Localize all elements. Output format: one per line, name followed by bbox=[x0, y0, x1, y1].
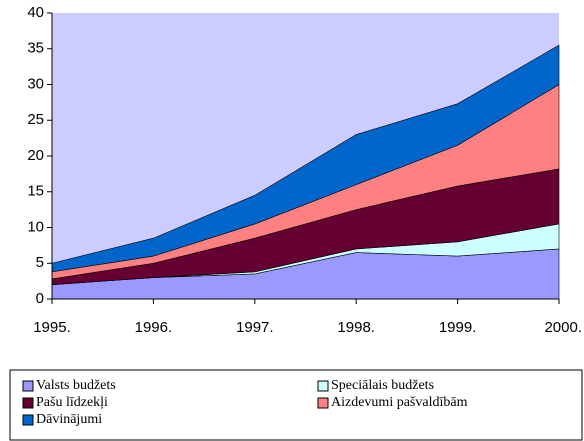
y-tick-label: 25 bbox=[27, 111, 44, 128]
legend-swatch bbox=[22, 397, 34, 409]
legend-box bbox=[9, 369, 583, 441]
y-tick-label: 0 bbox=[36, 290, 44, 307]
y-tick-label: 40 bbox=[27, 4, 44, 21]
y-tick-label: 20 bbox=[27, 147, 44, 164]
legend-swatch bbox=[317, 397, 329, 409]
x-tick-label: 1996. bbox=[135, 319, 173, 336]
x-tick-label: 1999. bbox=[439, 319, 477, 336]
x-tick-label: 1997. bbox=[236, 319, 274, 336]
x-tick-label: 1998. bbox=[337, 319, 375, 336]
legend-swatch bbox=[22, 380, 34, 392]
legend-label: Dāvinājumi bbox=[36, 412, 102, 427]
x-tick-label: 1995. bbox=[33, 319, 71, 336]
y-tick-label: 10 bbox=[27, 218, 44, 235]
area bbox=[51, 44, 560, 273]
legend-swatch bbox=[22, 414, 34, 426]
legend-swatch bbox=[317, 380, 329, 392]
x-tick-label: 2000. bbox=[544, 319, 582, 336]
y-tick-label: 15 bbox=[27, 183, 44, 200]
legend-label: Speciālais budžets bbox=[331, 378, 434, 393]
y-tick-label: 5 bbox=[36, 254, 44, 271]
legend-label: Valsts budžets bbox=[36, 378, 116, 393]
legend-label: Aizdevumi pašvaldībām bbox=[331, 395, 468, 410]
y-tick-label: 30 bbox=[27, 75, 44, 92]
y-tick-label: 35 bbox=[27, 40, 44, 57]
legend-label: Pašu līdzekļi bbox=[36, 395, 108, 410]
